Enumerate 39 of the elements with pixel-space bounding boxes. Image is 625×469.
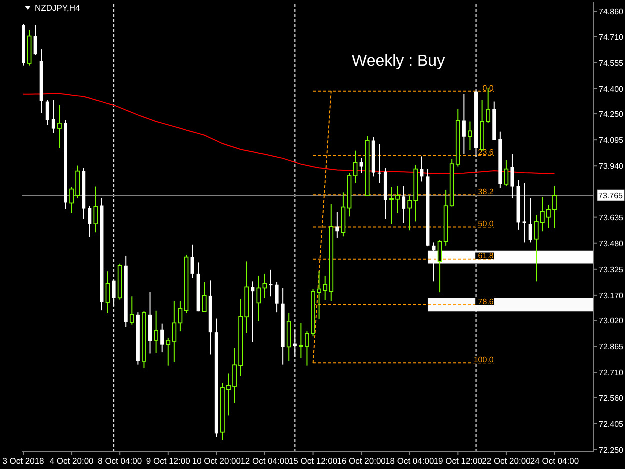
chart-title: NZDJPY,H4	[35, 3, 80, 13]
x-tick-label: 12 Oct 04:00	[240, 456, 290, 466]
x-tick-label: 4 Oct 20:00	[50, 456, 94, 466]
x-tick-label: 8 Oct 04:00	[98, 456, 142, 466]
x-tick-label: 24 Oct 04:00	[530, 456, 580, 466]
x-tick-label: 19 Oct 12:00	[434, 456, 483, 466]
series-label: 0.0	[482, 84, 494, 93]
y-tick-label: 72.710	[599, 368, 624, 378]
y-tick-label: 72.405	[599, 420, 624, 429]
y-tick-label: 72.250	[599, 446, 624, 455]
series-label: 38.2	[478, 188, 494, 197]
x-tick-label: 10 Oct 20:00	[192, 456, 242, 466]
x-tick-label: 18 Oct 04:00	[386, 456, 434, 466]
annotation: Weekly : Buy	[352, 53, 446, 71]
y-tick-label: 72.560	[599, 394, 624, 403]
series-label: 61.8	[478, 252, 494, 261]
x-tick-label: 3 Oct 2018	[2, 456, 45, 466]
y-tick-label: 74.710	[599, 32, 624, 42]
y-tick-label: 73.325	[599, 265, 624, 274]
y-tick-label: 74.250	[599, 110, 624, 120]
y-tick-label: 73.635	[599, 213, 624, 222]
series-label: 50.0	[478, 220, 494, 229]
x-tick-label: 22 Oct 20:00	[482, 456, 532, 466]
y-tick-label: 72.865	[599, 342, 624, 352]
y-tick-label: 73.170	[599, 291, 624, 300]
y-tick-label: 74.095	[599, 136, 624, 146]
series-label: 78.6	[478, 297, 494, 306]
x-tick-label: 15 Oct 12:00	[288, 456, 338, 466]
x-tick-label: 16 Oct 20:00	[337, 456, 386, 466]
series-label: 23.6	[478, 148, 494, 157]
ref-line-label: 73.765	[598, 192, 624, 201]
y-tick-label: 74.400	[599, 84, 624, 94]
y-tick-label: 73.940	[599, 162, 624, 172]
x-tick-label: 9 Oct 12:00	[146, 456, 191, 466]
y-tick-label: 74.860	[599, 8, 624, 17]
y-tick-label: 73.020	[599, 316, 624, 326]
y-tick-label: 73.480	[599, 239, 624, 248]
series-label: 100.0	[474, 356, 494, 365]
y-tick-label: 74.555	[599, 58, 624, 68]
